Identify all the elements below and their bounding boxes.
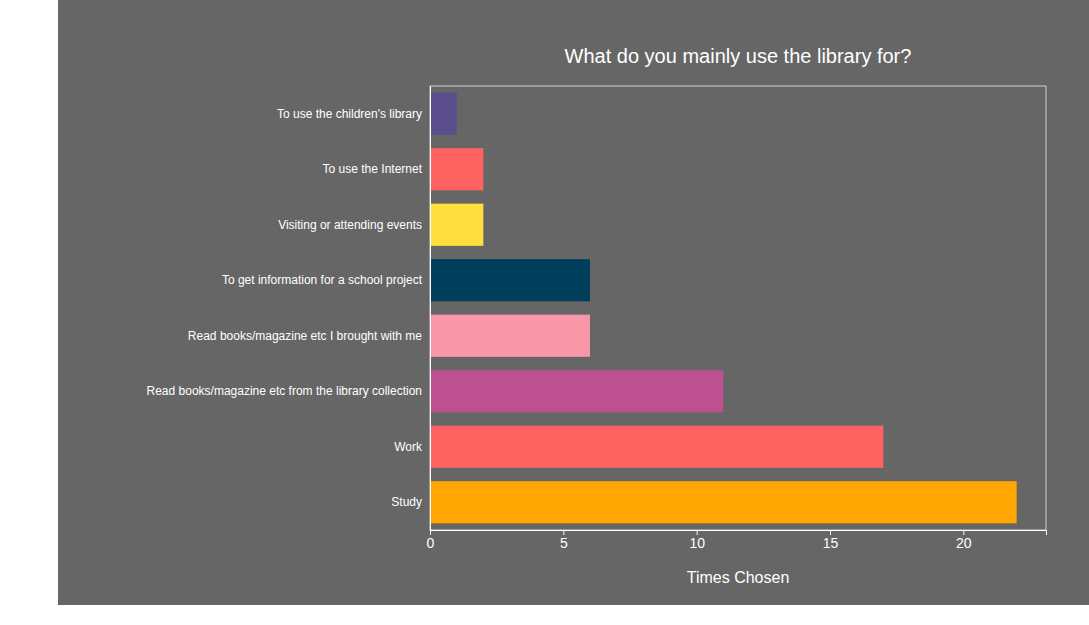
tick-label: To get information for a school project bbox=[222, 273, 423, 287]
bar bbox=[430, 481, 1017, 523]
axis-line bbox=[431, 531, 1047, 536]
tick-label: 15 bbox=[823, 535, 839, 551]
tick-label: Read books/magazine etc I brought with m… bbox=[188, 329, 422, 343]
tick: Read books/magazine etc from the library… bbox=[147, 384, 430, 398]
bar bbox=[430, 204, 483, 246]
tick-label: Visiting or attending events bbox=[278, 218, 422, 232]
tick: 5 bbox=[560, 530, 568, 551]
axis-title: Times Chosen bbox=[687, 569, 790, 586]
bars bbox=[430, 93, 1017, 524]
tick: 15 bbox=[823, 530, 839, 551]
tick-label: 20 bbox=[956, 535, 972, 551]
axis-line bbox=[430, 87, 431, 531]
background bbox=[58, 0, 1089, 605]
tick-label: Study bbox=[391, 495, 422, 509]
tick: To get information for a school project bbox=[222, 273, 430, 287]
tick-label: 0 bbox=[427, 535, 435, 551]
tick: 10 bbox=[689, 530, 705, 551]
tick-label: Read books/magazine etc from the library… bbox=[147, 384, 422, 398]
x-axis: 0 5 10 15 20 bbox=[427, 530, 1047, 551]
tick: Read books/magazine etc I brought with m… bbox=[188, 329, 430, 343]
tick-label: To use the children's library bbox=[277, 107, 422, 121]
bar bbox=[430, 259, 590, 301]
tick: To use the Internet bbox=[323, 162, 430, 176]
tick: Visiting or attending events bbox=[278, 218, 430, 232]
tick: Study bbox=[391, 495, 430, 509]
tick: 20 bbox=[956, 530, 972, 551]
plot-frame bbox=[430, 86, 1046, 530]
tick-label: To use the Internet bbox=[323, 162, 423, 176]
tick-label: Work bbox=[394, 440, 423, 454]
tick: 0 bbox=[427, 530, 435, 551]
tick-label: 10 bbox=[689, 535, 705, 551]
tick: To use the children's library bbox=[277, 107, 430, 121]
bar bbox=[430, 426, 883, 468]
title: What do you mainly use the library for? bbox=[565, 45, 912, 67]
bar bbox=[430, 315, 590, 357]
bar bbox=[430, 370, 723, 412]
chart: 05101520To use the children's libraryTo … bbox=[0, 0, 1089, 625]
tick-label: 5 bbox=[560, 535, 568, 551]
bar bbox=[430, 148, 483, 190]
tick: Work bbox=[394, 440, 430, 454]
bar bbox=[430, 93, 457, 135]
y-axis: To use the children's library To use the … bbox=[147, 87, 431, 531]
